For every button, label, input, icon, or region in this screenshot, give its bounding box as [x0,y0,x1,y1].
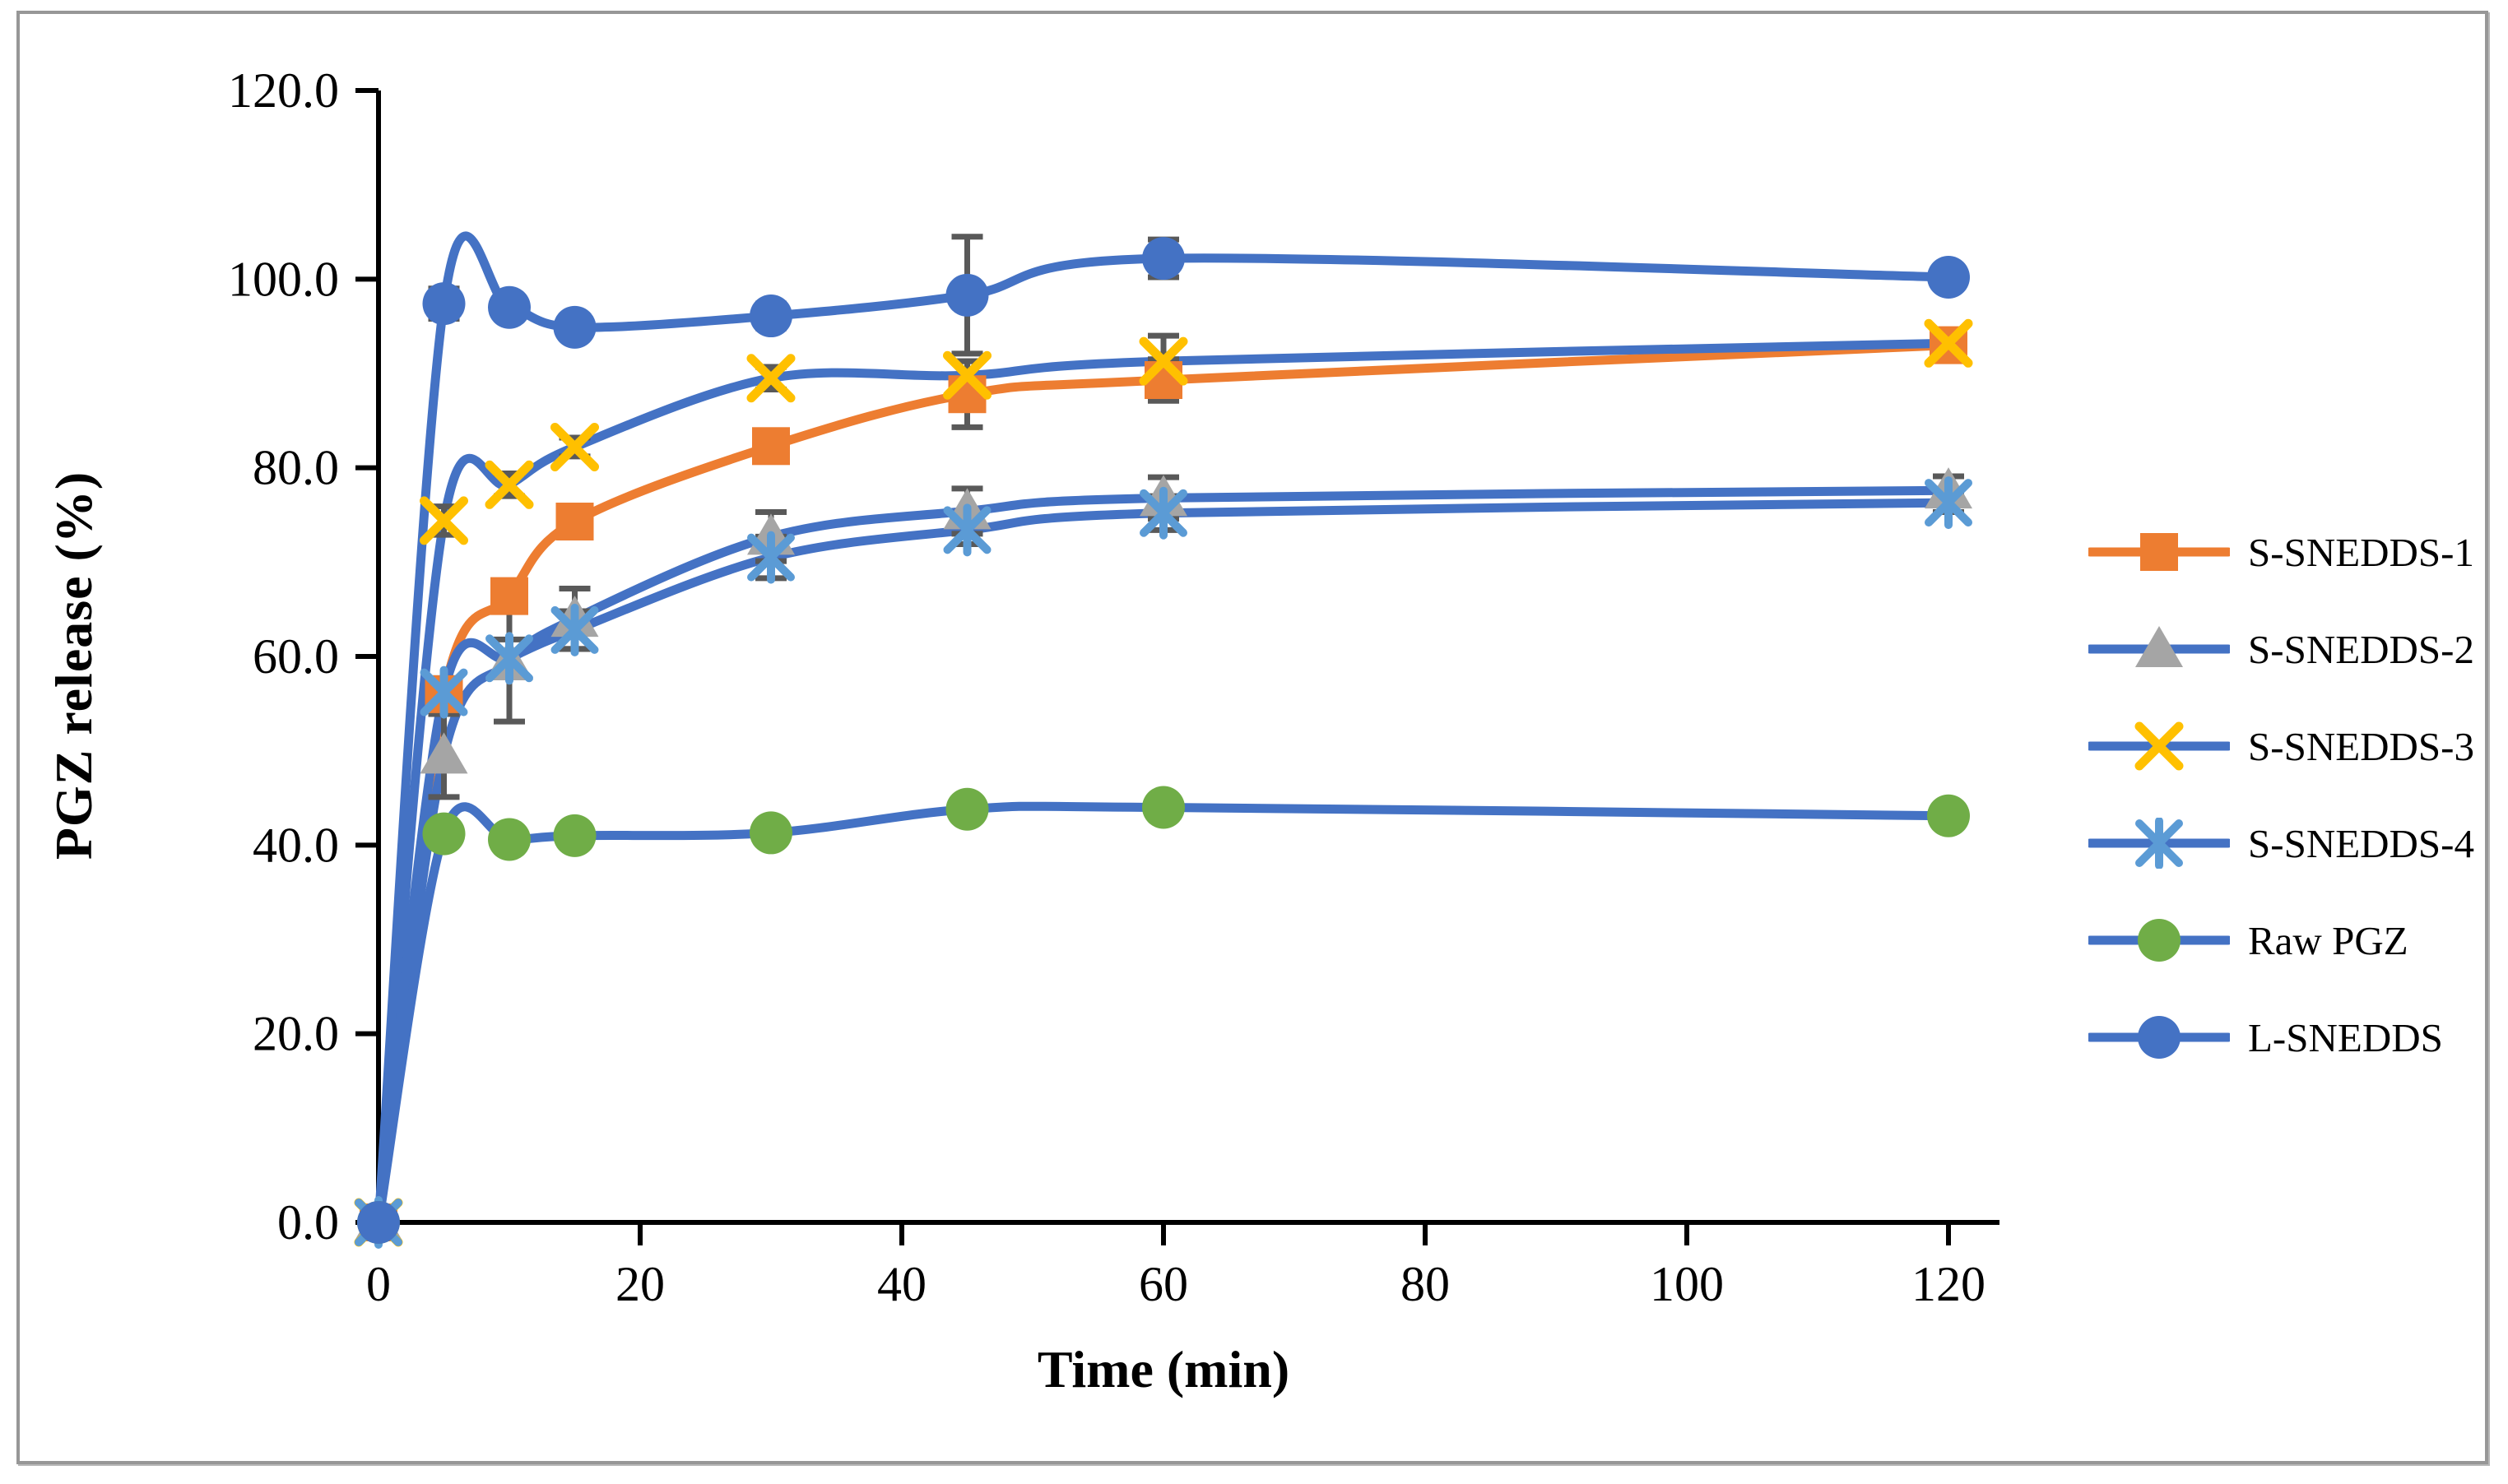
svg-text:20: 20 [615,1257,665,1311]
legend-swatch-l-snedds [2088,1016,2230,1059]
svg-text:40: 40 [877,1257,927,1311]
legend-entry: Raw PGZ [2088,892,2474,989]
svg-text:120.0: 120.0 [228,63,339,118]
svg-text:40.0: 40.0 [253,818,339,872]
legend-label: L-SNEDDS [2248,1014,2443,1060]
legend-label: S-SNEDDS-2 [2248,626,2474,672]
series-markers-S-SNEDDS-1 [360,326,1967,1241]
y-axis-title: PGZ release (%) [44,471,103,860]
series-line-Raw PGZ [374,801,1953,1227]
legend: S-SNEDDS-1 S-SNEDDS-2 S-SNEDDS-3 S-SNEDD… [2088,503,2474,1086]
svg-text:80: 80 [1400,1257,1450,1311]
legend-label: S-SNEDDS-4 [2248,820,2474,866]
svg-text:60: 60 [1139,1257,1188,1311]
legend-swatch-s-snedds-4 [2088,818,2230,869]
series-line-S-SNEDDS-4 [374,498,1953,1227]
legend-swatch-raw-pgz [2088,919,2230,962]
legend-entry: S-SNEDDS-3 [2088,698,2474,795]
legend-swatch-s-snedds-1 [2088,533,2230,571]
series-markers-L-SNEDDS [357,237,1970,1244]
series-line-S-SNEDDS-3 [374,338,1953,1227]
legend-label: S-SNEDDS-1 [2248,529,2474,575]
legend-entry: L-SNEDDS [2088,989,2474,1086]
legend-label: Raw PGZ [2248,917,2408,963]
legend-entry: S-SNEDDS-1 [2088,503,2474,601]
series-line-L-SNEDDS [374,231,1953,1227]
legend-swatch-s-snedds-2 [2088,626,2230,667]
legend-label: S-SNEDDS-3 [2248,723,2474,769]
svg-text:20.0: 20.0 [253,1007,339,1061]
legend-entry: S-SNEDDS-2 [2088,601,2474,698]
figure-border [16,11,2488,1464]
series-markers-Raw PGZ [357,786,1970,1244]
svg-text:100.0: 100.0 [228,252,339,306]
legend-swatch-s-snedds-3 [2088,721,2230,771]
svg-text:100: 100 [1650,1257,1724,1311]
x-axis-title: Time (min) [1037,1340,1290,1398]
svg-text:120: 120 [1911,1257,1986,1311]
series-markers-S-SNEDDS-4 [355,476,1972,1249]
series-line-S-SNEDDS-2 [374,485,1953,1227]
svg-text:0: 0 [366,1257,391,1311]
legend-entry: S-SNEDDS-4 [2088,795,2474,892]
series-markers-S-SNEDDS-3 [354,318,1973,1247]
series-markers-S-SNEDDS-2 [355,467,1972,1241]
svg-text:60.0: 60.0 [253,629,339,684]
svg-text:0.0: 0.0 [277,1195,339,1250]
svg-text:80.0: 80.0 [253,441,339,495]
axes: 0.0 20.0 40.0 60.0 80.0 100.0 120.0 0 20 40 60 80 10… [228,63,1999,1311]
